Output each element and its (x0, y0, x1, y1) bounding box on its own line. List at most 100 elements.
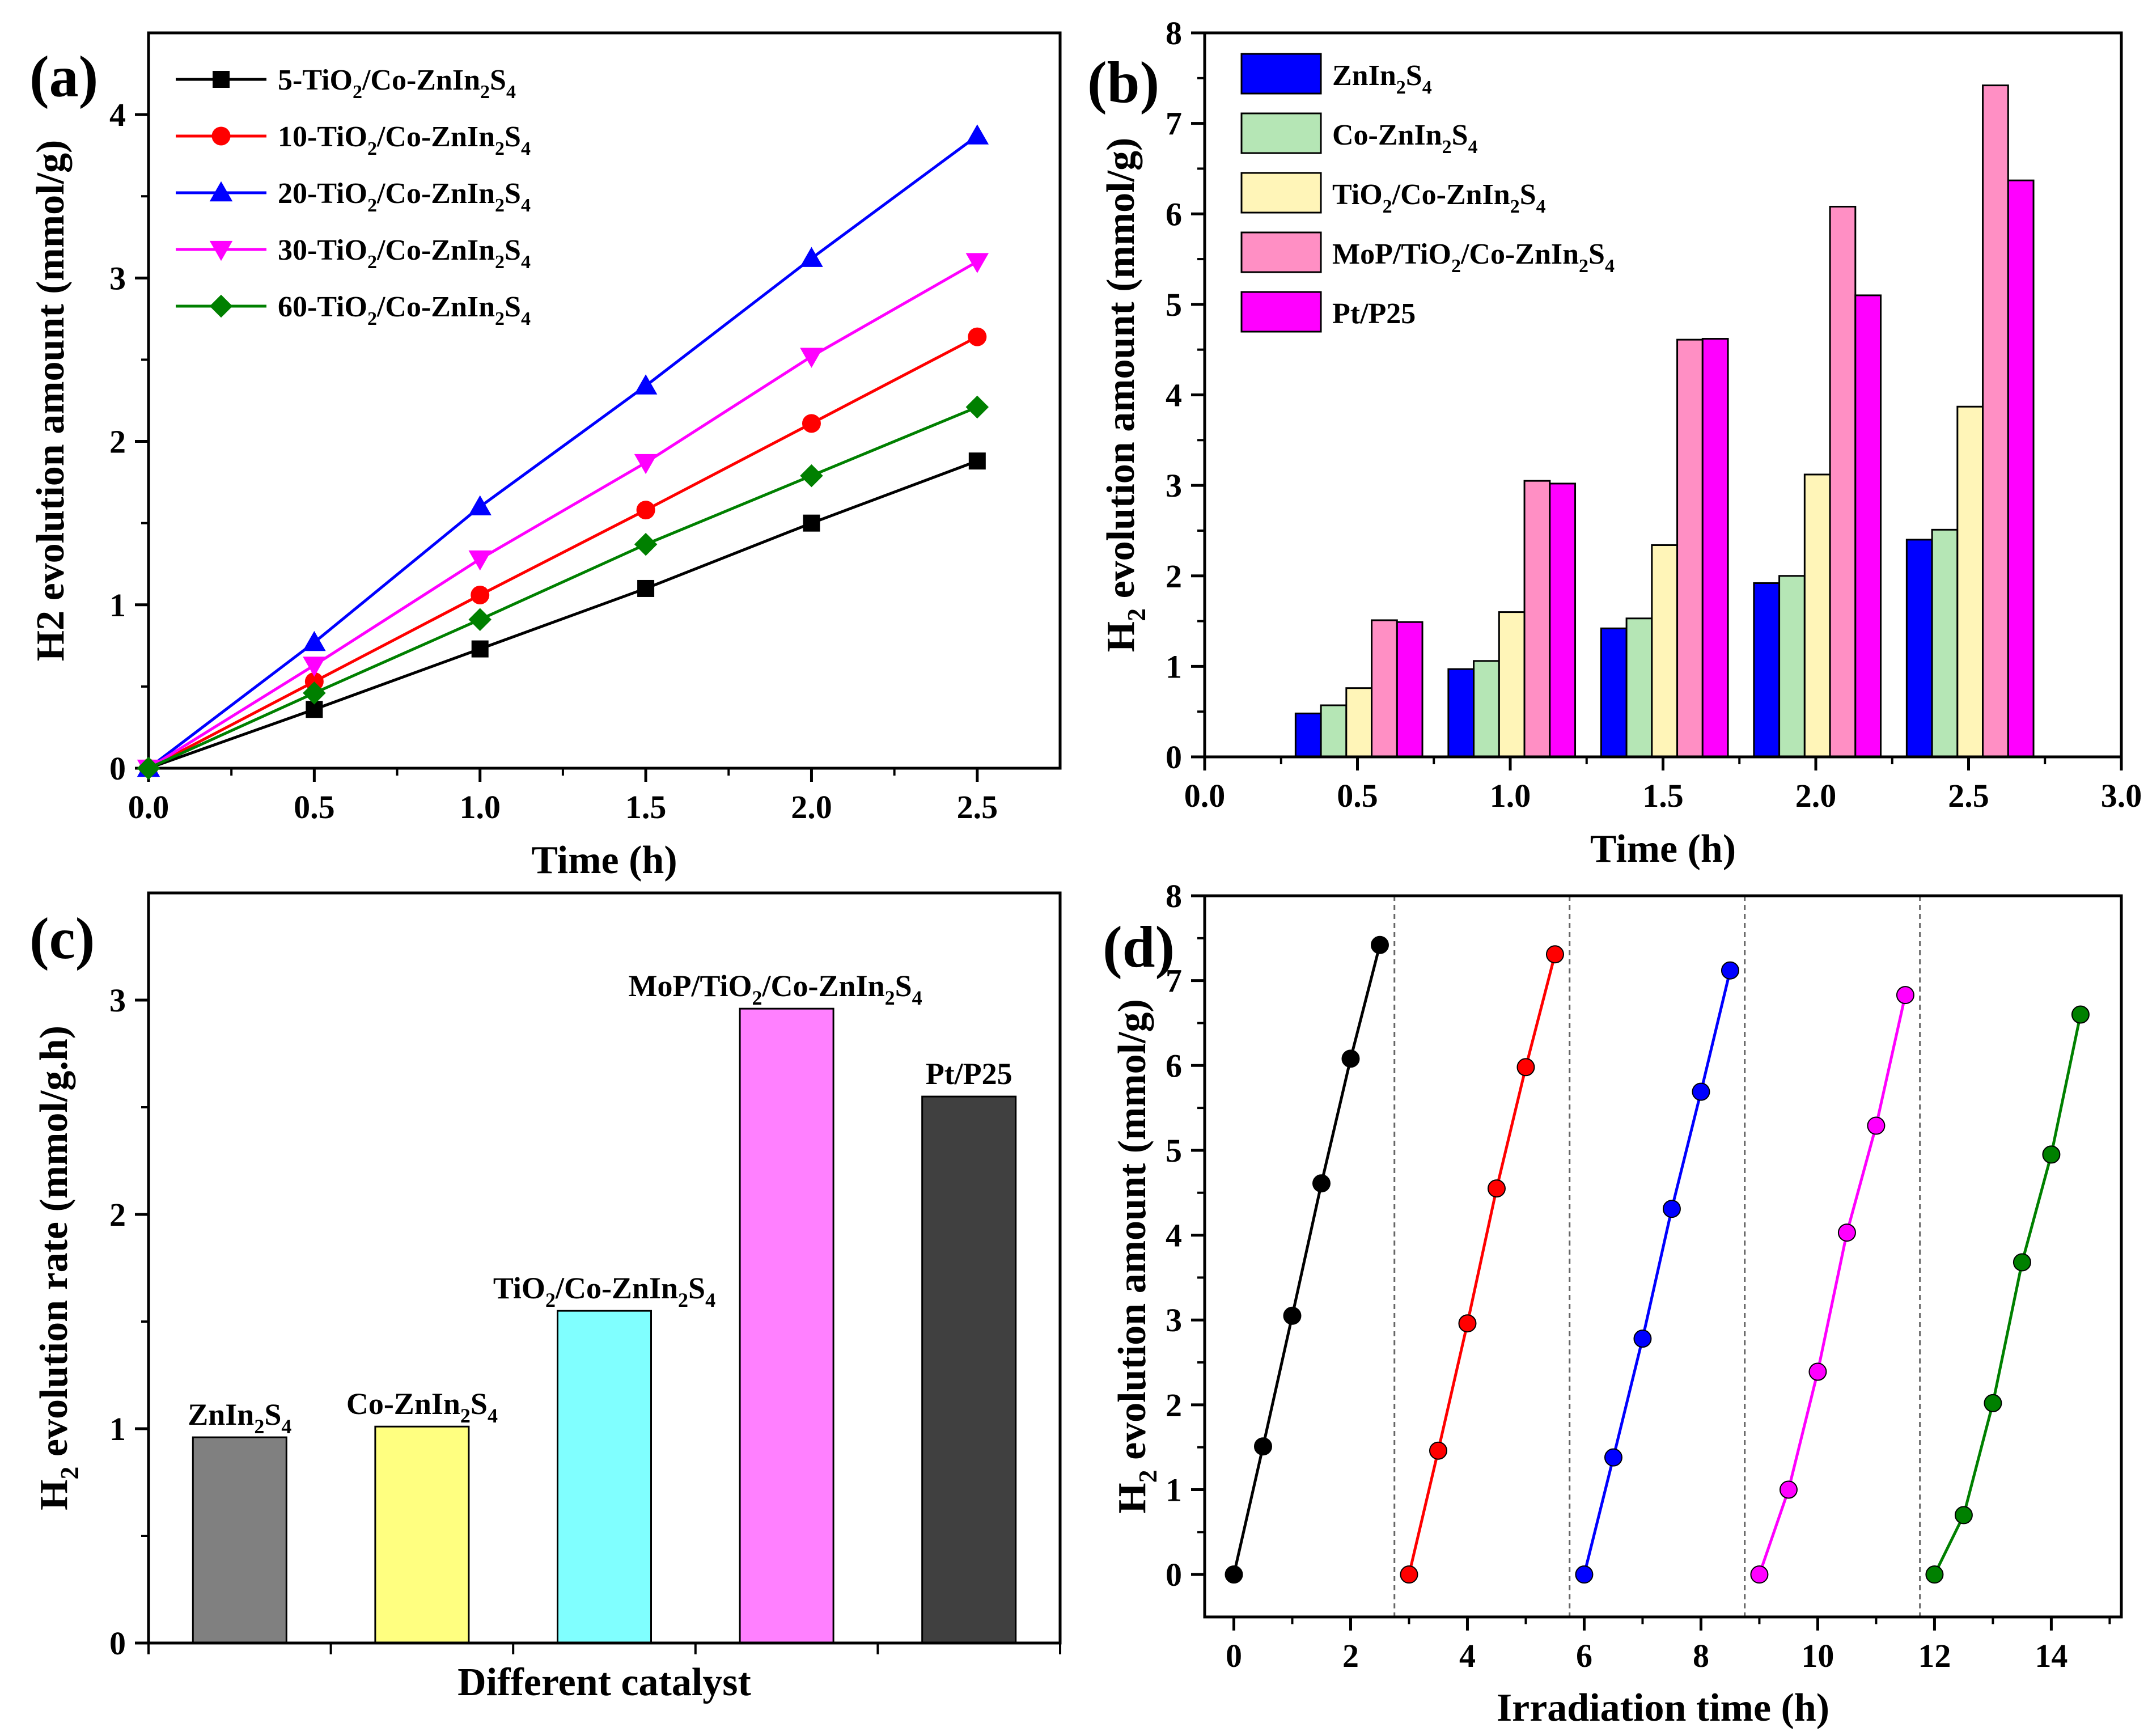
legend-label: TiO2/Co-ZnIn2S4 (1332, 179, 1546, 217)
bar (1523, 480, 1551, 758)
data-point (468, 608, 492, 631)
bar-label: Co-ZnIn2S4 (346, 1387, 498, 1427)
bar-label: Pt/P25 (926, 1057, 1012, 1091)
bar (1829, 205, 1857, 758)
data-point (1604, 1448, 1622, 1467)
y-tick-label: 3 (1166, 1302, 1182, 1339)
x-tick-label: 2.5 (957, 789, 998, 825)
series-line (1758, 994, 1907, 1575)
data-point (636, 501, 655, 520)
bar (1854, 294, 1882, 758)
bar (1905, 539, 1933, 758)
y-tick-label: 7 (1166, 105, 1182, 142)
data-point (800, 348, 823, 368)
panel-b-chart: 0.0 0.5 1.0 1.5 2.0 2.5 3.0 0 1 2 3 4 5 6 7 8 Time (h) H2… (1087, 15, 2142, 871)
data-point (965, 124, 989, 145)
data-point (634, 532, 658, 556)
bar (2007, 179, 2035, 758)
data-point (1692, 1082, 1710, 1101)
data-point (137, 756, 160, 780)
series-line (1408, 954, 1557, 1575)
panel-label: (b) (1087, 50, 1159, 115)
bar (1931, 528, 1959, 758)
data-point (965, 253, 989, 273)
bar (1498, 611, 1526, 758)
legend-label: Pt/P25 (1332, 298, 1416, 330)
panel-a-chart: 0.0 0.5 1.0 1.5 2.0 2.5 0 1 2 3 4 Time (h) H2 evolut… (29, 31, 1062, 882)
bar (1371, 619, 1398, 758)
y-tick-label: 2 (109, 424, 126, 460)
panel-c-chart: 0 1 2 3 ZnIn2S4 Co-ZnIn2S4 TiO2/Co-ZnIn2S4 MoP/… (29, 891, 1062, 1704)
x-axis-label: Time (h) (1590, 827, 1736, 871)
y-tick-label: 5 (1166, 1132, 1182, 1169)
data-point (634, 374, 658, 395)
x-axis-label: Irradiation time (h) (1497, 1686, 1829, 1730)
y-tick-label: 2 (1166, 558, 1182, 595)
data-point (2071, 1005, 2090, 1024)
x-tick-label: 1.0 (459, 789, 501, 825)
series-line (147, 260, 978, 770)
bar-label: ZnIn2S4 (188, 1398, 291, 1438)
data-point (303, 657, 326, 677)
x-tick-label: 2.0 (1795, 777, 1837, 814)
bar (739, 1007, 834, 1644)
bar (1396, 621, 1423, 758)
data-point (471, 640, 489, 658)
bar (1549, 482, 1577, 758)
legend-marker (211, 126, 231, 146)
data-point (303, 681, 326, 705)
x-tick-label: 0.5 (294, 789, 335, 825)
y-tick-label: 3 (1166, 467, 1182, 504)
bar (1651, 544, 1679, 758)
y-tick-label: 0 (1166, 739, 1182, 776)
data-point (2042, 1145, 2061, 1164)
data-point (1633, 1329, 1652, 1348)
series-line (1933, 1014, 2082, 1576)
x-tick-label: 14 (2035, 1637, 2067, 1674)
bar (1956, 405, 1984, 758)
data-point (637, 579, 655, 597)
legend-swatch (1240, 53, 1322, 95)
bar-label: TiO2/Co-ZnIn2S4 (493, 1271, 715, 1311)
data-point (1808, 1362, 1827, 1381)
bar (1625, 617, 1653, 758)
y-tick-label: 8 (1166, 878, 1182, 914)
y-axis-label: H2 evolution amount (mmol/g) (1099, 138, 1151, 653)
bar (1753, 582, 1781, 758)
data-point (1575, 1565, 1594, 1584)
series-line (1583, 970, 1732, 1575)
y-tick-label: 0 (109, 750, 126, 787)
bar (1676, 338, 1704, 758)
y-tick-label: 8 (1166, 15, 1182, 52)
data-point (1400, 1565, 1418, 1584)
legend-label: ZnIn2S4 (1332, 60, 1432, 98)
y-tick-label: 1 (1166, 648, 1182, 685)
x-tick-label: 1.0 (1490, 777, 1531, 814)
data-point (468, 550, 492, 571)
series-line (1232, 945, 1382, 1575)
y-tick-label: 6 (1166, 1047, 1182, 1084)
x-tick-label: 2.0 (791, 789, 832, 825)
x-tick-label: 0.5 (1337, 777, 1378, 814)
bar (1600, 627, 1628, 758)
x-axis-label: Different catalyst (457, 1661, 751, 1704)
bar (1701, 338, 1729, 758)
bar (1982, 84, 2009, 758)
y-tick-label: 3 (109, 260, 126, 297)
data-point (1837, 1223, 1856, 1242)
data-point (800, 464, 823, 488)
data-point (1779, 1480, 1798, 1499)
bar (1778, 575, 1806, 758)
data-point (1516, 1058, 1535, 1077)
bar (1447, 668, 1475, 758)
legend-swatch (1240, 172, 1322, 214)
data-point (968, 452, 986, 470)
y-tick-label: 7 (1166, 963, 1182, 1000)
data-point (1225, 1565, 1243, 1584)
x-tick-label: 0 (1226, 1637, 1242, 1674)
series-line (147, 134, 978, 769)
y-tick-label: 1 (109, 1411, 126, 1447)
bar (1803, 473, 1831, 758)
